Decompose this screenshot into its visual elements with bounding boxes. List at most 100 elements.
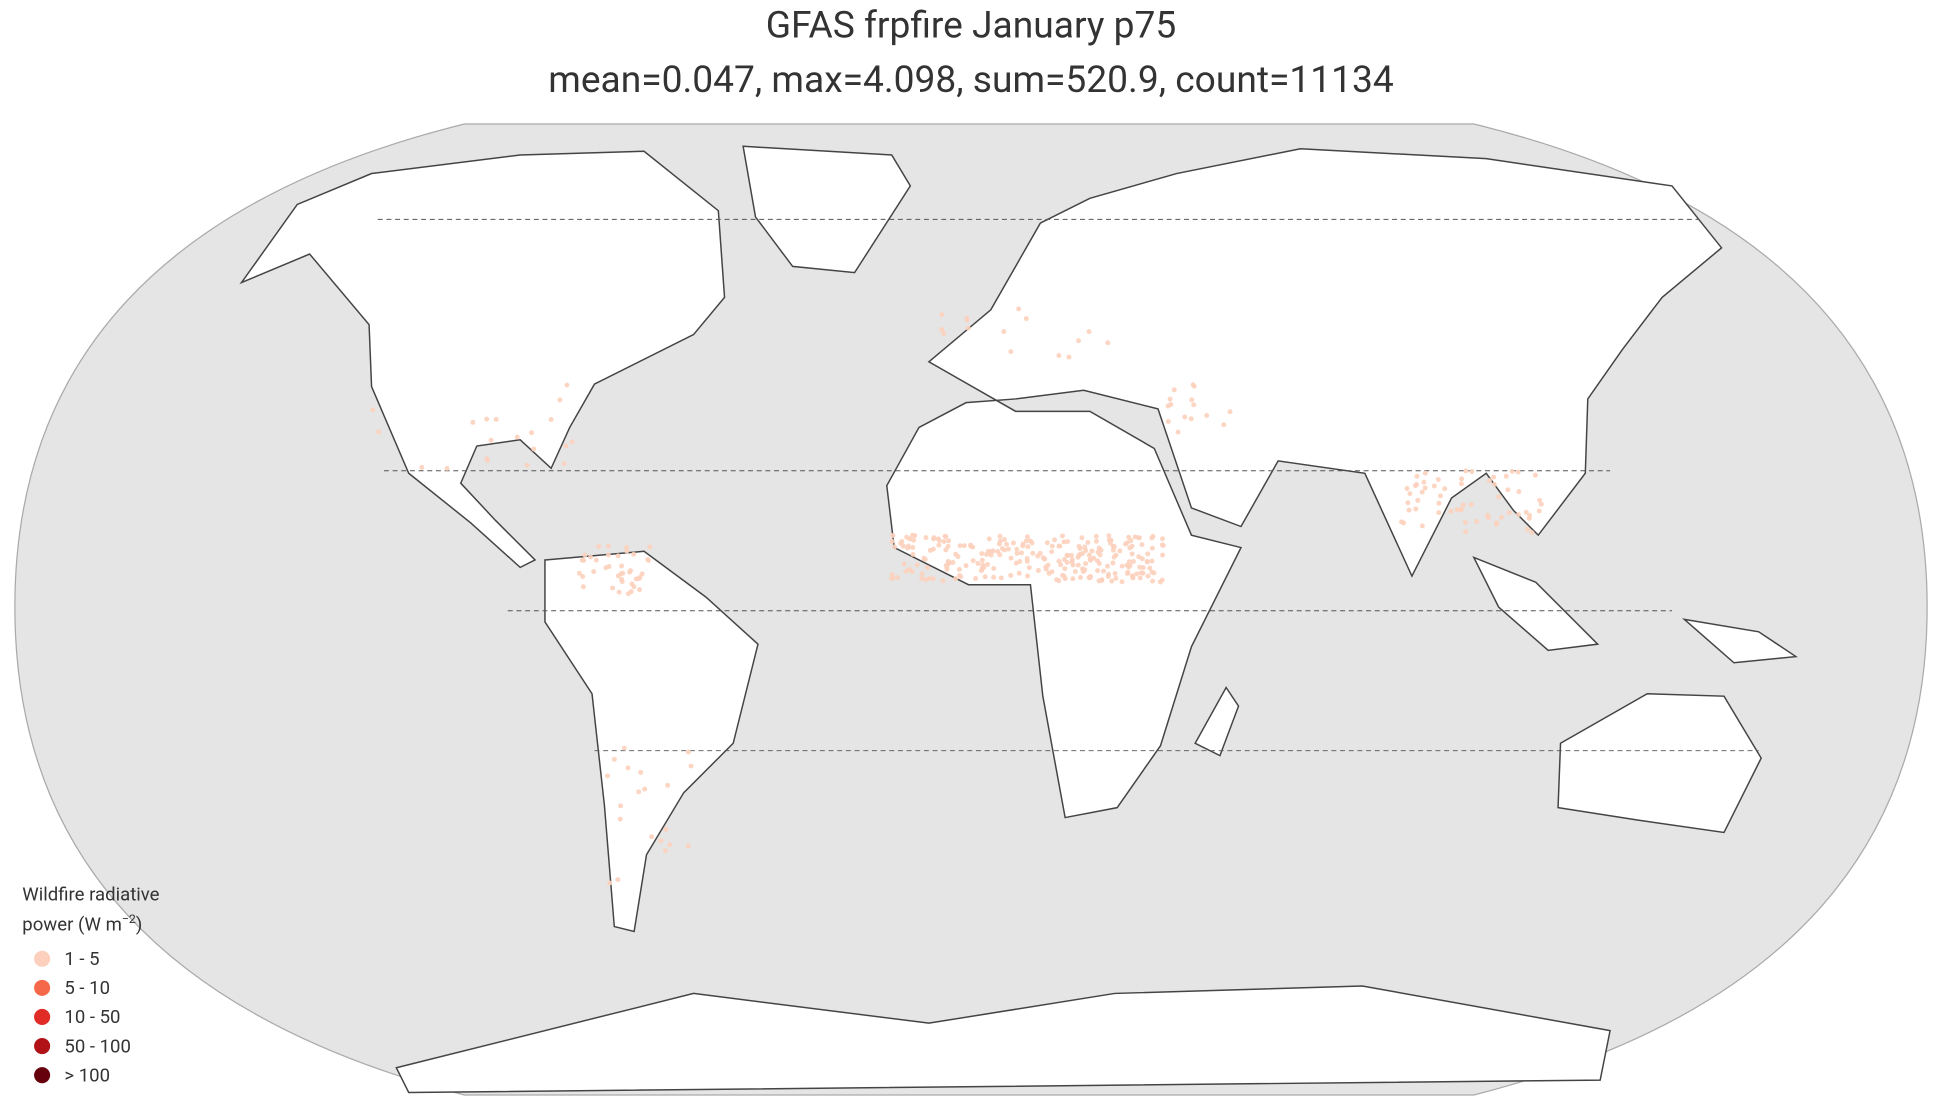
fire-point <box>889 538 895 544</box>
fire-point <box>956 566 962 572</box>
fire-point <box>1080 569 1086 574</box>
fire-point <box>982 574 988 580</box>
fire-point <box>1080 550 1086 556</box>
fire-point <box>945 543 951 549</box>
fire-point <box>1040 555 1046 561</box>
fire-point <box>1106 571 1112 577</box>
fire-point <box>1406 507 1412 513</box>
fire-point <box>606 564 612 569</box>
fire-point <box>616 589 622 595</box>
fire-point <box>1026 565 1032 571</box>
fire-point <box>936 538 942 544</box>
fire-point <box>921 555 927 561</box>
fire-point <box>607 880 613 886</box>
fire-point <box>892 544 898 550</box>
fire-point <box>1087 556 1093 562</box>
fire-point <box>419 464 425 470</box>
fire-point <box>988 552 994 558</box>
fire-point <box>911 537 917 543</box>
fire-point <box>1010 540 1016 546</box>
legend-swatch <box>34 1067 51 1084</box>
fire-point <box>1117 548 1123 554</box>
fire-point <box>1468 501 1474 507</box>
fire-point <box>1066 354 1072 360</box>
fire-point <box>1405 500 1411 506</box>
fire-point <box>605 773 610 779</box>
fire-point <box>1070 576 1076 582</box>
fire-point <box>950 560 956 566</box>
fire-point <box>1046 570 1052 576</box>
fire-point <box>1101 568 1107 574</box>
fire-point <box>493 416 499 422</box>
fire-point <box>1008 555 1014 561</box>
fire-point <box>1057 543 1063 549</box>
fire-point <box>1516 489 1522 495</box>
fire-point <box>620 570 626 576</box>
fire-point <box>1157 579 1163 585</box>
fire-point <box>1171 387 1177 393</box>
fire-point <box>1414 482 1420 487</box>
fire-point <box>964 317 970 323</box>
fire-point <box>1491 474 1497 480</box>
fire-point <box>1056 353 1062 358</box>
fire-point <box>912 533 918 539</box>
legend: Wildfire radiative power (W m−2) 1 - 5 5 … <box>22 884 159 1087</box>
fire-point <box>991 574 997 580</box>
fire-point <box>1458 506 1464 512</box>
fire-point <box>663 826 669 832</box>
fire-point <box>569 439 575 445</box>
fire-point <box>1188 416 1194 422</box>
fire-point <box>970 544 976 550</box>
fire-point <box>1064 552 1070 558</box>
fire-point <box>930 576 936 582</box>
fire-point <box>1399 519 1405 525</box>
fire-point <box>941 538 947 544</box>
fire-point <box>1027 538 1033 544</box>
fire-point <box>1086 552 1092 558</box>
fire-point <box>1448 508 1454 514</box>
fire-point <box>1139 556 1145 562</box>
fire-point <box>625 765 631 771</box>
fire-point <box>531 446 537 452</box>
fire-point <box>1442 486 1448 492</box>
fire-point <box>624 544 630 550</box>
fire-point <box>637 574 643 580</box>
fire-point <box>940 578 946 584</box>
fire-point <box>1062 557 1068 562</box>
fire-point <box>1159 542 1165 548</box>
legend-label: > 100 <box>64 1064 110 1086</box>
fire-point <box>1023 538 1029 544</box>
fire-point <box>997 533 1003 539</box>
fire-point <box>1129 573 1135 579</box>
fire-point <box>1096 578 1102 584</box>
fire-point <box>1486 478 1492 483</box>
fire-point <box>1089 548 1095 554</box>
fire-point <box>638 769 644 775</box>
fire-point <box>647 544 653 550</box>
fire-point <box>1001 329 1007 335</box>
fire-point <box>524 462 530 468</box>
fire-point <box>615 553 621 559</box>
fire-point <box>1459 476 1465 482</box>
fire-point <box>1086 329 1092 335</box>
fire-point <box>1098 547 1104 553</box>
fire-point <box>1016 306 1022 312</box>
fire-point <box>979 566 985 572</box>
fire-point <box>1070 562 1076 568</box>
fire-point <box>1422 485 1428 491</box>
fire-point <box>1093 533 1099 539</box>
fire-point <box>1419 489 1425 495</box>
fire-point <box>1025 544 1031 550</box>
fire-point <box>965 325 971 331</box>
fire-point <box>1404 486 1410 491</box>
fire-point <box>1023 316 1029 322</box>
fire-point <box>1106 533 1112 539</box>
fire-point <box>1460 502 1466 508</box>
fire-point <box>923 535 929 541</box>
fire-point <box>943 562 949 568</box>
fire-point <box>1024 555 1030 561</box>
fire-point <box>1001 547 1007 553</box>
fire-point <box>1413 506 1419 512</box>
fire-point <box>1119 579 1125 585</box>
fire-point <box>1436 510 1442 516</box>
